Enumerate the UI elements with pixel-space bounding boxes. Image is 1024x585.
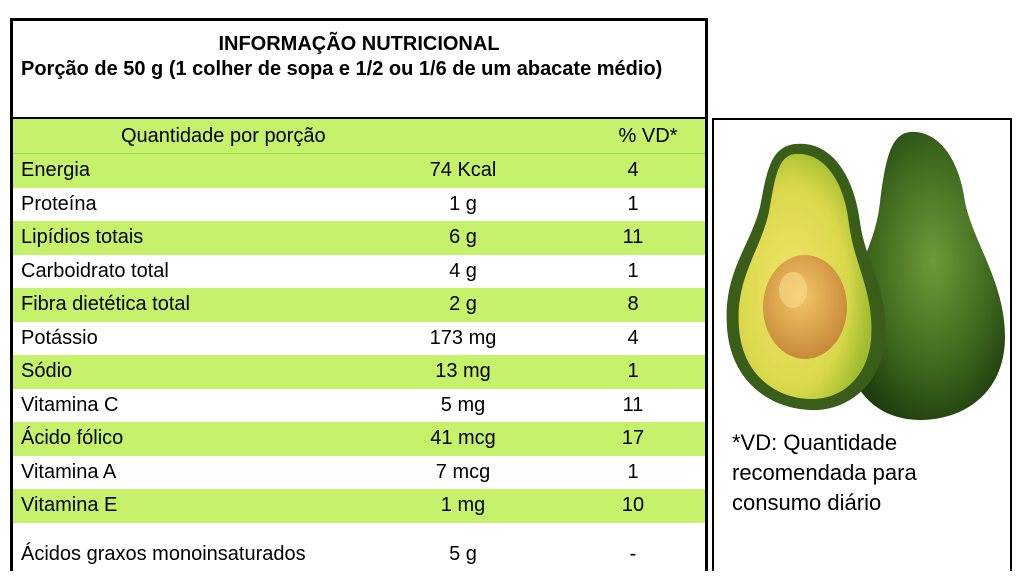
table-row: Vitamina C 5 mg 11	[13, 388, 705, 422]
nutrient-amount: 41 mcg	[430, 427, 496, 449]
table-title: INFORMAÇÃO NUTRICIONAL	[218, 33, 500, 55]
nutrient-vd: 11	[622, 226, 644, 248]
nutrient-vd: 4	[627, 326, 639, 349]
nutrient-name: Proteína	[21, 192, 97, 215]
table-row: Energia 74 Kcal 4	[13, 154, 705, 188]
nutrient-amount: 1 g	[449, 192, 477, 215]
nutrient-name: Ácidos graxos monoinsaturados	[21, 542, 306, 565]
nutrient-name: Carboidrato total	[21, 259, 169, 282]
table-row: Ácido fólico 41 mcg 17	[13, 422, 705, 456]
table-row: Sódio 13 mg 1	[13, 355, 705, 389]
portion-text: Porção de 50 g (1 colher de sopa e 1/2 o…	[21, 58, 663, 80]
table-row: Vitamina E 1 mg 10	[13, 489, 705, 523]
table-row: Fibra dietética total 2 g 8	[13, 288, 705, 322]
nutrient-amount: 1 mg	[440, 494, 486, 516]
nutrient-name: Lipídios totais	[21, 226, 144, 248]
table-row: Proteína 1 g 1	[13, 187, 705, 221]
side-panel	[712, 118, 1012, 571]
nutrient-amount: 74 Kcal	[429, 159, 497, 181]
nutrient-name: Potássio	[21, 326, 98, 349]
avocado-icon	[726, 131, 1005, 421]
nutrient-amount: 4 g	[449, 259, 477, 282]
nutrient-amount: 2 g	[449, 293, 477, 315]
nutrient-vd: 1	[627, 259, 639, 282]
nutrient-vd: -	[629, 542, 637, 565]
table-body: Energia 74 Kcal 4 Proteína 1 g 1 Lipídios tota…	[13, 154, 705, 572]
nutrient-name: Fibra dietética total	[21, 293, 190, 315]
nutrient-vd: 17	[621, 427, 645, 449]
nutrient-vd: 1	[627, 360, 639, 382]
nutrient-vd: 10	[621, 494, 645, 516]
nutrient-vd: 4	[627, 159, 639, 181]
nutrient-amount: 173 mg	[429, 326, 497, 349]
nutrient-vd: 11	[622, 393, 644, 416]
nutrient-name: Ácido fólico	[21, 427, 124, 449]
column-vd-label: % VD*	[618, 125, 678, 147]
nutrient-name: Sódio	[21, 360, 73, 382]
table-row: Vitamina A 7 mcg 1	[13, 455, 705, 489]
footnote: *VD: Quantidade recomendada para consumo…	[732, 430, 917, 515]
nutrient-name: Vitamina A	[21, 460, 117, 483]
nutrient-name: Vitamina C	[21, 393, 119, 416]
column-quantity-label: Quantidade por porção	[121, 125, 326, 147]
nutrient-name: Vitamina E	[21, 494, 118, 516]
nutrient-name: Energia	[21, 159, 90, 181]
nutrient-amount: 7 mcg	[435, 460, 491, 483]
nutrient-amount: 6 g	[449, 226, 477, 248]
nutrient-amount: 5 g	[449, 542, 477, 565]
table-row: Lipídios totais 6 g 11	[13, 221, 705, 255]
nutrient-vd: 1	[627, 460, 639, 483]
table-row: Carboidrato total 4 g 1	[13, 254, 705, 288]
table-row: Ácidos graxos monoinsaturados 5 g -	[13, 522, 705, 572]
nutrient-vd: 8	[627, 293, 639, 315]
column-header-row: Quantidade por porção % VD*	[13, 119, 705, 154]
table-header: INFORMAÇÃO NUTRICIONAL Porção de 50 g (1…	[13, 21, 705, 119]
nutrient-amount: 5 mg	[440, 393, 486, 416]
nutrition-table: INFORMAÇÃO NUTRICIONAL Porção de 50 g (1…	[10, 18, 708, 572]
table-row: Potássio 173 mg 4	[13, 321, 705, 355]
nutrient-vd: 1	[627, 192, 639, 215]
nutrient-amount: 13 mg	[435, 360, 491, 382]
